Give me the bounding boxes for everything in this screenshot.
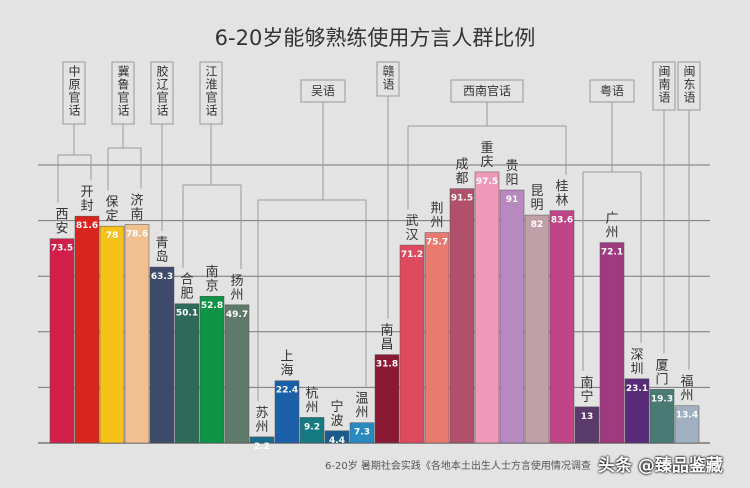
value-label: 9.2 bbox=[304, 422, 320, 432]
value-label: 83.6 bbox=[551, 216, 573, 226]
category-label: 南京 bbox=[205, 264, 218, 294]
value-label: 23.1 bbox=[626, 384, 648, 394]
category-label: 福州 bbox=[680, 375, 693, 404]
category-label: 贵阳 bbox=[505, 159, 518, 188]
value-label: 22.4 bbox=[276, 386, 298, 396]
group-label: 闽东语 bbox=[682, 65, 696, 104]
bar-温州 bbox=[349, 422, 375, 444]
group-label: 粤语 bbox=[600, 83, 624, 98]
bar-荆州 bbox=[424, 232, 450, 444]
bar-福州 bbox=[674, 405, 700, 444]
value-label: 97.5 bbox=[476, 177, 498, 187]
value-label: 13.4 bbox=[676, 411, 698, 421]
category-label: 杭州 bbox=[305, 386, 318, 415]
category-label: 青岛 bbox=[155, 236, 168, 265]
value-label: 19.3 bbox=[651, 394, 673, 404]
category-label: 开封 bbox=[80, 185, 93, 214]
bar-济南 bbox=[124, 224, 150, 444]
category-label: 南宁 bbox=[580, 375, 593, 405]
value-label: 78.6 bbox=[126, 229, 148, 239]
bar-武汉 bbox=[399, 244, 425, 444]
category-label: 成都 bbox=[455, 158, 468, 187]
value-label: 72.1 bbox=[601, 248, 623, 258]
value-label: 75.7 bbox=[426, 238, 448, 248]
bar-宁波 bbox=[324, 430, 350, 444]
group-label: 闽南语 bbox=[657, 65, 671, 104]
bar-上海 bbox=[274, 380, 300, 444]
value-label: 50.1 bbox=[176, 309, 198, 319]
group-label: 吴语 bbox=[311, 84, 335, 98]
bar-桂林 bbox=[549, 210, 575, 444]
value-label: 49.7 bbox=[226, 310, 248, 320]
bar-西安 bbox=[49, 238, 75, 444]
value-label: 91 bbox=[506, 195, 519, 205]
category-label: 济南 bbox=[130, 193, 143, 222]
category-label: 南昌 bbox=[380, 323, 393, 353]
value-label: 63.3 bbox=[151, 272, 173, 282]
bar-成都 bbox=[449, 188, 475, 444]
value-label: 81.6 bbox=[76, 221, 98, 231]
group-label: 胶辽官话 bbox=[155, 64, 169, 117]
value-label: 52.8 bbox=[201, 301, 223, 311]
category-label: 宁波 bbox=[330, 399, 343, 429]
bar-杭州 bbox=[299, 417, 325, 444]
category-label: 桂林 bbox=[555, 180, 568, 209]
category-label: 荆州 bbox=[430, 201, 443, 231]
bar-青岛 bbox=[149, 266, 175, 444]
bar-深圳 bbox=[624, 378, 650, 444]
category-label: 上海 bbox=[280, 350, 293, 379]
bar-南宁 bbox=[574, 406, 600, 444]
group-label: 中原官话 bbox=[67, 64, 81, 117]
value-label: 82 bbox=[531, 220, 544, 230]
value-label: 71.2 bbox=[401, 250, 423, 260]
value-label: 7.3 bbox=[354, 428, 370, 438]
watermark: 头条 @臻品鉴藏 bbox=[598, 456, 723, 476]
category-label: 武汉 bbox=[405, 214, 418, 243]
group-label: 江淮官话 bbox=[204, 65, 218, 117]
category-label: 广州 bbox=[605, 212, 618, 241]
value-label: 31.8 bbox=[376, 360, 398, 370]
bar-南昌 bbox=[374, 354, 400, 444]
bar-重庆 bbox=[474, 171, 500, 444]
category-label: 昆明 bbox=[530, 184, 543, 213]
bar-扬州 bbox=[224, 304, 250, 444]
group-label: 西南官话 bbox=[463, 83, 511, 98]
category-label: 厦门 bbox=[655, 358, 668, 387]
bar-保定 bbox=[99, 225, 125, 444]
group-label: 冀鲁官话 bbox=[116, 65, 130, 117]
category-label: 扬州 bbox=[230, 274, 243, 303]
bar-昆明 bbox=[524, 214, 550, 444]
category-label: 合肥 bbox=[180, 273, 193, 302]
value-label: 4.4 bbox=[329, 436, 345, 446]
value-label: 73.5 bbox=[51, 244, 73, 254]
value-label: 13 bbox=[581, 412, 594, 422]
group-label: 赣语 bbox=[381, 65, 395, 91]
category-label: 重庆 bbox=[480, 140, 493, 170]
value-label: 78 bbox=[106, 231, 119, 241]
category-label: 西安 bbox=[55, 208, 68, 237]
value-label: 91.5 bbox=[451, 194, 473, 204]
bar-广州 bbox=[599, 242, 625, 444]
source-note: 6-20岁 暑期社会实践《各地本土出生人士方言使用情况调查 bbox=[325, 461, 591, 472]
chart-title: 6-20岁能够熟练使用方言人群比例 bbox=[214, 26, 536, 50]
bar-厦门 bbox=[649, 389, 675, 444]
category-label: 苏州 bbox=[255, 405, 268, 435]
value-label: 2.2 bbox=[254, 442, 270, 452]
bar-开封 bbox=[74, 215, 100, 444]
bar-南京 bbox=[199, 295, 225, 444]
category-label: 深圳 bbox=[630, 348, 643, 377]
bar-贵阳 bbox=[499, 189, 525, 444]
bar-苏州 bbox=[249, 436, 275, 444]
category-label: 温州 bbox=[355, 392, 368, 421]
category-label: 保定 bbox=[105, 195, 118, 224]
bar-合肥 bbox=[174, 303, 200, 444]
